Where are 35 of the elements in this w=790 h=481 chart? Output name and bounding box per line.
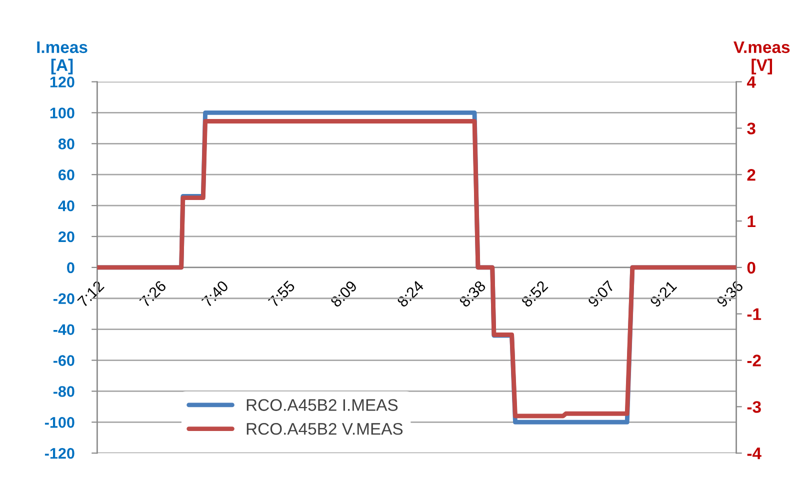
x-tick-label: 7:40 <box>201 280 229 308</box>
y-tick-label: 80 <box>58 138 74 150</box>
y2-tick-label: 3 <box>747 122 756 134</box>
x-tick-label: 8:52 <box>520 280 548 308</box>
y-tick-label: 100 <box>50 108 74 118</box>
y-tick-label: 60 <box>58 169 74 180</box>
y-tick-label: 0 <box>67 262 74 274</box>
y-tick-label: -40 <box>53 324 74 336</box>
y2-tick-label: -3 <box>747 401 761 413</box>
x-tick-label: 8:38 <box>458 280 486 308</box>
y-tick-label: -60 <box>53 355 74 366</box>
y-tick-label: 120 <box>50 76 74 88</box>
y2-tick-label: 2 <box>747 169 756 181</box>
y-tick-label: 40 <box>58 200 74 212</box>
x-tick-label: 7:12 <box>76 280 104 308</box>
x-tick-label: 8:24 <box>396 280 424 308</box>
y2-tick-label: -2 <box>747 354 761 366</box>
y2-tick-label: -4 <box>747 448 762 460</box>
y-tick-label: 20 <box>58 231 74 242</box>
y2-axis-title: V.meas [V] <box>734 41 790 74</box>
x-tick-label: 8:09 <box>330 280 358 308</box>
y2-tick-label: -1 <box>747 308 762 320</box>
y-tick-label: -100 <box>44 417 74 428</box>
y2-tick-label: 0 <box>747 262 756 274</box>
legend-label: RCO.A45B2 V.MEAS <box>246 423 403 435</box>
y2-tick-label: 1 <box>748 216 756 228</box>
x-tick-label: 7:55 <box>268 280 296 308</box>
x-tick-label: 7:26 <box>139 280 167 308</box>
y-tick-label: -120 <box>44 448 74 459</box>
x-tick-label: 9:21 <box>649 280 678 308</box>
y-tick-label: -80 <box>53 386 74 397</box>
y-tick-label: -20 <box>53 293 74 304</box>
legend-label: RCO.A45B2 I.MEAS <box>246 399 398 411</box>
y-axis-title: I.meas [A] <box>37 41 88 74</box>
y2-tick-label: 4 <box>746 76 756 88</box>
